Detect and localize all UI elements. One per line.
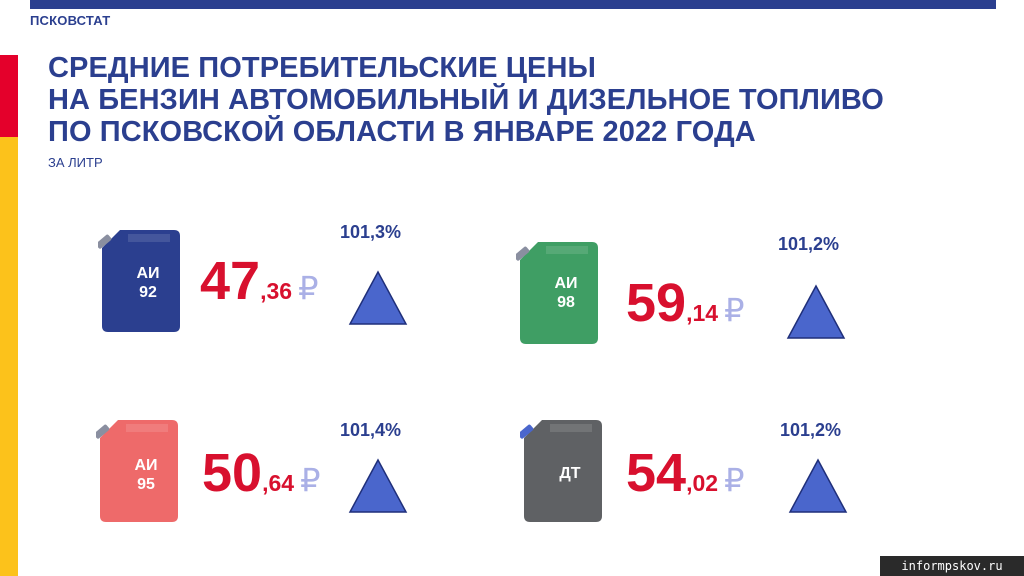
ruble-icon: ₽ [724,292,745,328]
title-line-2: НА БЕНЗИН АВТОМОБИЛЬНЫЙ И ДИЗЕЛЬНОЕ ТОПЛ… [48,84,884,116]
fuel-card-ai98: АИ 98 59,14 ₽ 101,2% [516,234,856,346]
price-value: 47,36 ₽ [200,251,319,311]
price-index: 101,2% [780,420,842,440]
price-value: 54,02 ₽ [626,443,745,503]
price-index: 101,2% [778,234,840,254]
triangle-up-icon [348,270,408,326]
fuel-canister-icon [520,412,610,524]
fuel-grade-label: АИ 98 [554,275,578,311]
title-line-1: СРЕДНИЕ ПОТРЕБИТЕЛЬСКИЕ ЦЕНЫ [48,52,597,84]
top-bar [30,0,996,9]
watermark: informpskov.ru [880,556,1024,576]
price-value: 50,64 ₽ [202,443,321,503]
price-value: 59,14 ₽ [626,273,745,333]
price-index: 101,4% [340,420,402,440]
page-title: СРЕДНИЕ ПОТРЕБИТЕЛЬСКИЕ ЦЕНЫ НА БЕНЗИН А… [48,52,884,148]
canister-body [102,230,180,332]
fuel-grade-label: ДТ [559,465,581,482]
fuel-card-diesel: ДТ 54,02 ₽ 101,2% [520,412,860,524]
accent-stripe-yellow [0,137,18,576]
triangle-up-icon [786,284,846,340]
triangle-up-icon [348,458,408,514]
fuel-card-ai95: АИ 95 50,64 ₽ 101,4% [96,412,436,524]
fuel-grade-label: АИ 95 [134,457,158,493]
fuel-canister-icon [96,412,186,524]
fuel-canister-icon [98,222,188,334]
unit-label: ЗА ЛИТР [48,155,103,170]
accent-stripe-red [0,55,18,143]
price-index: 101,3% [340,222,402,242]
title-line-3: ПО ПСКОВСКОЙ ОБЛАСТИ В ЯНВАРЕ 2022 ГОДА [48,116,756,148]
fuel-card-ai92: АИ 92 47,36 ₽ 101,3% [98,222,438,334]
fuel-grade-label: АИ 92 [136,265,160,301]
fuel-canister-icon [516,234,606,346]
organization-name: ПСКОВСТАТ [30,13,111,28]
ruble-icon: ₽ [298,270,319,306]
ruble-icon: ₽ [300,462,321,498]
ruble-icon: ₽ [724,462,745,498]
triangle-up-icon [788,458,848,514]
